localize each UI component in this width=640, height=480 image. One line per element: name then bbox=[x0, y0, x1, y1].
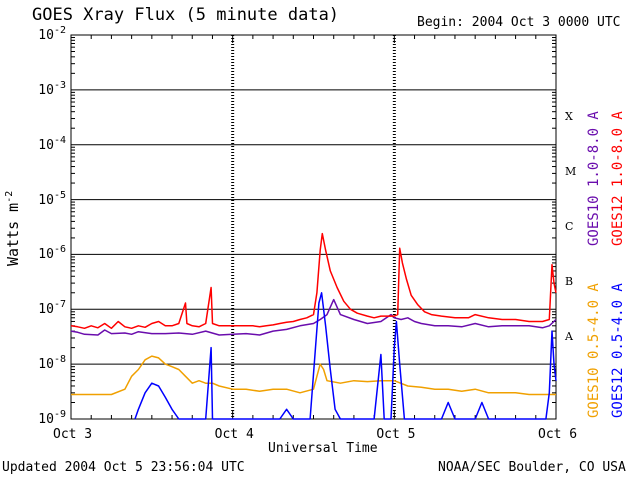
y-tick-label: 10-7 bbox=[30, 299, 66, 317]
flare-class-label: C bbox=[565, 220, 574, 233]
x-axis-label: Universal Time bbox=[268, 441, 378, 456]
y-tick-label: 10-3 bbox=[30, 80, 66, 98]
y-tick-label: 10-5 bbox=[30, 190, 66, 208]
flare-class-label: X bbox=[565, 110, 573, 124]
flare-class-label: A bbox=[565, 329, 573, 343]
y-tick-label: 10-8 bbox=[30, 354, 66, 372]
x-tick-label: Oct 6 bbox=[538, 427, 578, 442]
series-line-1 bbox=[70, 232, 557, 330]
y-tick-label-exponent: -2 bbox=[53, 25, 66, 36]
series-line-0 bbox=[70, 298, 557, 336]
y-tick-label: 10-9 bbox=[30, 409, 66, 427]
updated-timestamp: Updated 2004 Oct 5 23:56:04 UTC bbox=[2, 460, 245, 475]
y-tick-label: 10-2 bbox=[30, 25, 66, 43]
data-source-credit: NOAA/SEC Boulder, CO USA bbox=[438, 460, 626, 475]
x-tick-label: Oct 4 bbox=[214, 427, 254, 442]
y-tick-label-base: 10 bbox=[38, 302, 54, 318]
y-tick-label-exponent: -7 bbox=[53, 299, 66, 311]
y-tick-label-exponent: -4 bbox=[53, 134, 66, 146]
flare-class-label: M bbox=[565, 165, 577, 179]
y-tick-label: 10-6 bbox=[30, 244, 66, 262]
y-tick-label-exponent: -6 bbox=[53, 244, 66, 256]
x-tick-label: Oct 3 bbox=[53, 427, 93, 442]
y-tick-label: 10-4 bbox=[30, 135, 66, 153]
y-tick-label-exponent: -9 bbox=[53, 409, 66, 420]
series-line-3 bbox=[134, 292, 557, 420]
series-line-2 bbox=[71, 355, 556, 396]
y-tick-label-exponent: -3 bbox=[53, 79, 66, 91]
x-tick-label: Oct 5 bbox=[376, 427, 416, 442]
begin-timestamp: Begin: 2004 Oct 3 0000 UTC bbox=[417, 15, 621, 30]
y-tick-label-base: 10 bbox=[38, 412, 54, 427]
flare-class-label: B bbox=[565, 274, 574, 288]
y-tick-label-base: 10 bbox=[38, 137, 54, 153]
y-tick-label-base: 10 bbox=[38, 357, 54, 373]
y-tick-label-exponent: -5 bbox=[53, 189, 66, 201]
chart-title: GOES Xray Flux (5 minute data) bbox=[32, 5, 340, 25]
y-tick-label-base: 10 bbox=[38, 192, 54, 208]
y-tick-label-base: 10 bbox=[38, 28, 54, 43]
y-tick-label-exponent: -8 bbox=[53, 354, 66, 366]
y-tick-label-base: 10 bbox=[38, 247, 54, 263]
y-tick-label-base: 10 bbox=[38, 82, 54, 98]
